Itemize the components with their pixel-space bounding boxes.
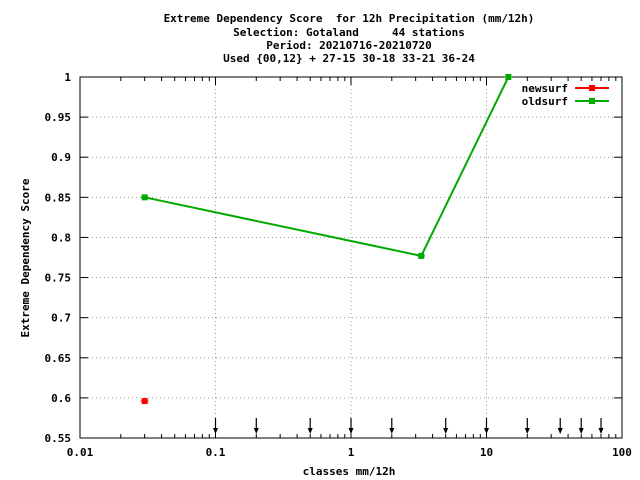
class-marker-arrowhead	[213, 428, 218, 434]
x-tick-label: 0.1	[206, 446, 226, 459]
legend-item-oldsurf: oldsurf	[522, 95, 609, 108]
series-group	[140, 74, 513, 405]
title-line-4: Used {00,12} + 27-15 30-18 33-21 36-24	[223, 52, 475, 65]
series-oldsurf	[140, 74, 513, 259]
y-tick-label: 0.7	[51, 312, 71, 325]
class-marker-arrowhead	[253, 428, 259, 434]
y-tick-label: 0.9	[51, 151, 71, 164]
y-tick-label: 0.6	[51, 392, 71, 405]
class-marker-arrowhead	[598, 428, 604, 434]
chart-title: Extreme Dependency Score for 12h Precipi…	[164, 12, 535, 65]
y-tick-label: 0.65	[45, 352, 72, 365]
title-line-2: Selection: Gotaland 44 stations	[233, 26, 465, 39]
grid	[80, 77, 622, 438]
legend-label: oldsurf	[522, 95, 568, 108]
title-line-3: Period: 20210716-20210720	[266, 39, 432, 52]
class-marker-arrowhead	[484, 428, 489, 434]
class-marker-arrowhead	[443, 428, 449, 434]
legend-item-newsurf: newsurf	[522, 82, 609, 95]
x-tick-label: 1	[348, 446, 355, 459]
class-marker-arrowhead	[557, 428, 563, 434]
x-tick-label: 0.01	[67, 446, 94, 459]
class-markers	[213, 418, 604, 434]
title-line-1: Extreme Dependency Score for 12h Precipi…	[164, 12, 535, 25]
y-axis-label: Extreme Dependency Score	[19, 178, 32, 337]
x-axis-label: classes mm/12h	[303, 465, 396, 478]
class-marker-arrowhead	[307, 428, 313, 434]
series-newsurf	[140, 398, 149, 405]
y-tick-label: 0.85	[45, 191, 72, 204]
y-tick-label: 0.75	[45, 272, 72, 285]
axes: 0.01 0.1 1 10 100 0.55 0.6 0.65 0.7 0.75 0.8 0.85 0.…	[45, 71, 632, 459]
y-tick-label: 1	[64, 71, 71, 84]
y-tick-label: 0.8	[51, 231, 71, 244]
y-tick-label: 0.55	[45, 432, 72, 445]
legend-label: newsurf	[522, 82, 568, 95]
class-marker-arrowhead	[578, 428, 584, 434]
y-tick-label: 0.95	[45, 111, 72, 124]
class-marker-arrowhead	[389, 428, 395, 434]
x-tick-label: 100	[612, 446, 632, 459]
class-marker-arrowhead	[524, 428, 530, 434]
class-marker-arrowhead	[348, 428, 354, 434]
x-tick-label: 10	[480, 446, 493, 459]
series-line	[144, 76, 510, 258]
